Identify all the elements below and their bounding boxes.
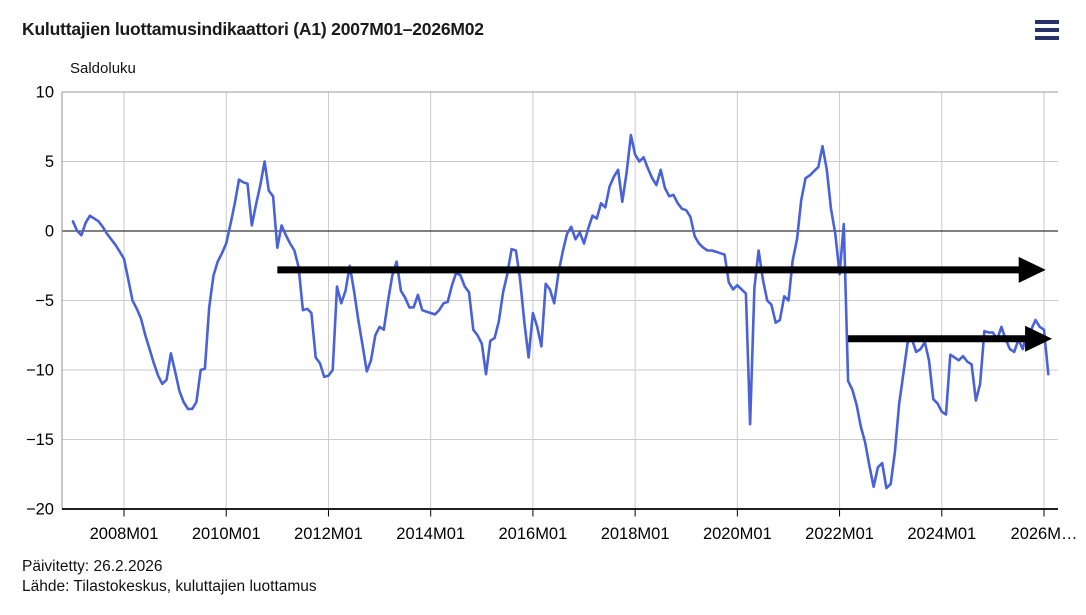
y-tick-label: −15 xyxy=(26,431,54,449)
y-tick-label: 10 xyxy=(36,84,54,102)
x-tick-label: 2008M01 xyxy=(90,525,159,543)
y-tick-label: 0 xyxy=(45,223,54,241)
source-text: Lähde: Tilastokeskus, kuluttajien luotta… xyxy=(22,578,317,595)
y-tick-label: 5 xyxy=(45,153,54,171)
x-tick-label: 2022M01 xyxy=(805,525,874,543)
upper-horizontal-arrow-head xyxy=(1018,256,1046,283)
x-tick-label: 2024M01 xyxy=(907,525,976,543)
x-tick-label: 2010M01 xyxy=(192,525,261,543)
hamburger-menu-icon xyxy=(1035,28,1059,32)
lower-horizontal-arrow-head xyxy=(1025,325,1053,352)
x-tick-label: 2020M01 xyxy=(703,525,772,543)
x-tick-label: 2014M01 xyxy=(396,525,465,543)
hamburger-menu-icon xyxy=(1035,36,1059,40)
y-tick-label: −20 xyxy=(26,501,54,519)
x-tick-label: 2012M01 xyxy=(294,525,363,543)
y-tick-label: −10 xyxy=(26,362,54,380)
y-tick-label: −5 xyxy=(35,292,54,310)
x-tick-label: 2026M… xyxy=(1011,525,1078,543)
x-tick-label: 2018M01 xyxy=(601,525,670,543)
y-axis-unit-label: Saldoluku xyxy=(70,60,136,77)
hamburger-menu-icon xyxy=(1035,20,1059,24)
updated-text: Päivitetty: 26.2.2026 xyxy=(22,558,163,575)
series-line[interactable] xyxy=(71,133,1050,490)
hamburger-menu-button[interactable] xyxy=(1033,17,1061,43)
chart-title: Kuluttajien luottamusindikaattori (A1) 2… xyxy=(22,19,484,39)
x-tick-label: 2016M01 xyxy=(498,525,567,543)
